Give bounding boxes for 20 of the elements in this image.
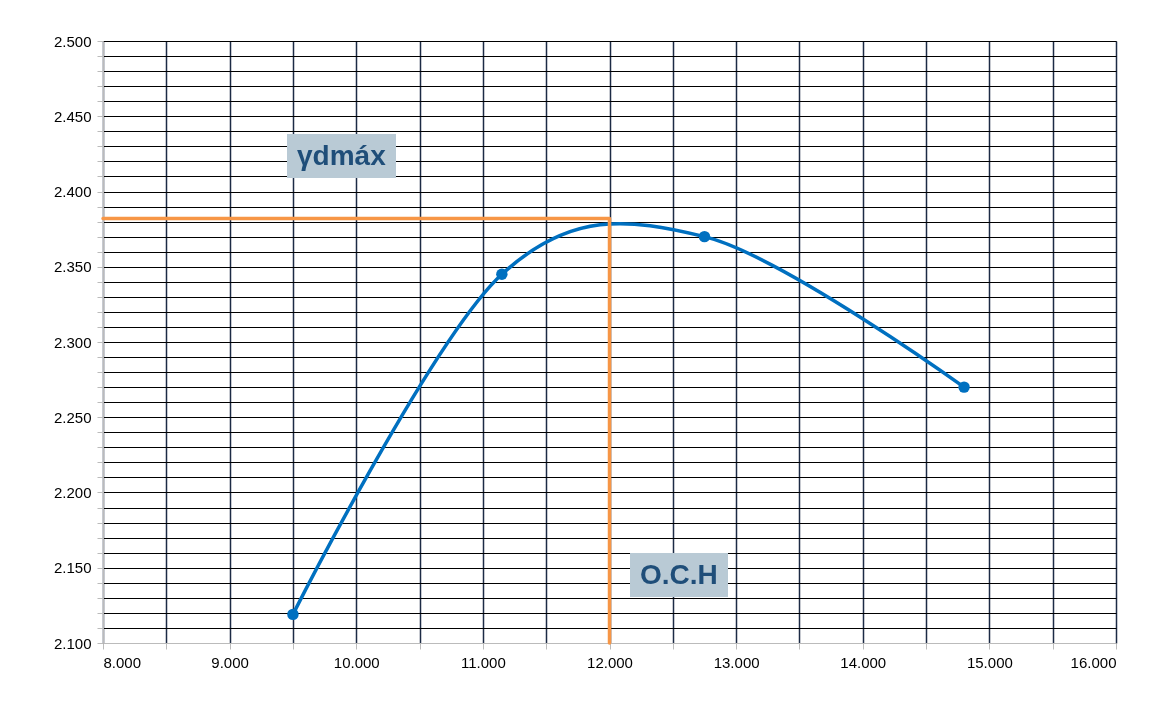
y-tick-label: 2.150 xyxy=(53,559,92,577)
y-tick-label: 2.350 xyxy=(53,258,92,276)
y-tick-label: 2.300 xyxy=(53,333,92,351)
x-tick-label: 16.000 xyxy=(1070,653,1117,671)
x-tick-label: 8.000 xyxy=(103,653,142,671)
x-tick-label: 13.000 xyxy=(713,653,760,671)
y-tick-label: 2.450 xyxy=(53,107,92,125)
y-tick-label: 2.100 xyxy=(53,634,92,652)
y-tick-label: 2.500 xyxy=(53,32,92,50)
x-tick-label: 9.000 xyxy=(211,653,249,671)
x-tick-label: 12.000 xyxy=(587,653,633,671)
y-tick-label: 2.200 xyxy=(53,484,92,501)
annotation: γdmáx xyxy=(287,134,396,178)
x-tick-label: 10.000 xyxy=(333,653,380,671)
y-tick-label: 2.400 xyxy=(53,183,92,200)
annotation: O.C.H xyxy=(630,553,728,597)
y-tick-label: 2.250 xyxy=(53,408,92,426)
x-tick-label: 14.000 xyxy=(840,653,887,671)
x-tick-label: 15.000 xyxy=(966,653,1013,671)
x-tick-label: 11.000 xyxy=(460,653,506,671)
